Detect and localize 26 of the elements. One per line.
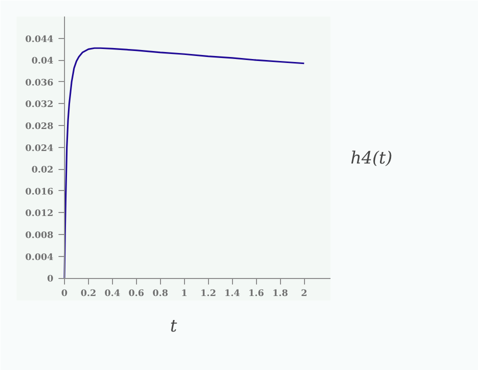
y-tick-label: 0.012: [25, 209, 54, 220]
y-tick-label: 0.004: [25, 252, 54, 263]
y-tick-label: 0.008: [25, 231, 54, 242]
x-tick-label: 0.8: [152, 289, 168, 300]
y-tick-label: 0.04: [32, 56, 54, 67]
y-tick-label: 0.016: [25, 187, 54, 198]
y-axis-title: h4(t): [350, 148, 392, 168]
x-tick-label: 1.8: [272, 289, 288, 300]
y-tick-label: 0.024: [25, 144, 54, 154]
y-tick-label: 0.036: [25, 78, 54, 88]
y-tick-label: 0.028: [25, 122, 54, 132]
x-tick-label: 0.6: [128, 289, 144, 300]
y-tick-label: 0.032: [25, 100, 54, 110]
x-tick-label: 2: [301, 289, 308, 300]
line-series: [64, 47, 305, 279]
x-tick-label: 1.6: [248, 289, 264, 300]
x-tick-label: 0: [61, 289, 68, 300]
x-tick-label: 1: [181, 289, 188, 300]
y-tick-label: 0: [47, 274, 54, 285]
x-tick-label: 1.4: [224, 289, 240, 300]
x-tick-label: 0.4: [104, 289, 120, 300]
x-tick-label: 0.2: [80, 289, 96, 300]
y-tick-label: 0.02: [32, 166, 54, 176]
x-axis-title: t: [170, 316, 178, 336]
y-tick-label: 0.044: [25, 34, 54, 45]
x-tick-label: 1.2: [200, 289, 216, 300]
